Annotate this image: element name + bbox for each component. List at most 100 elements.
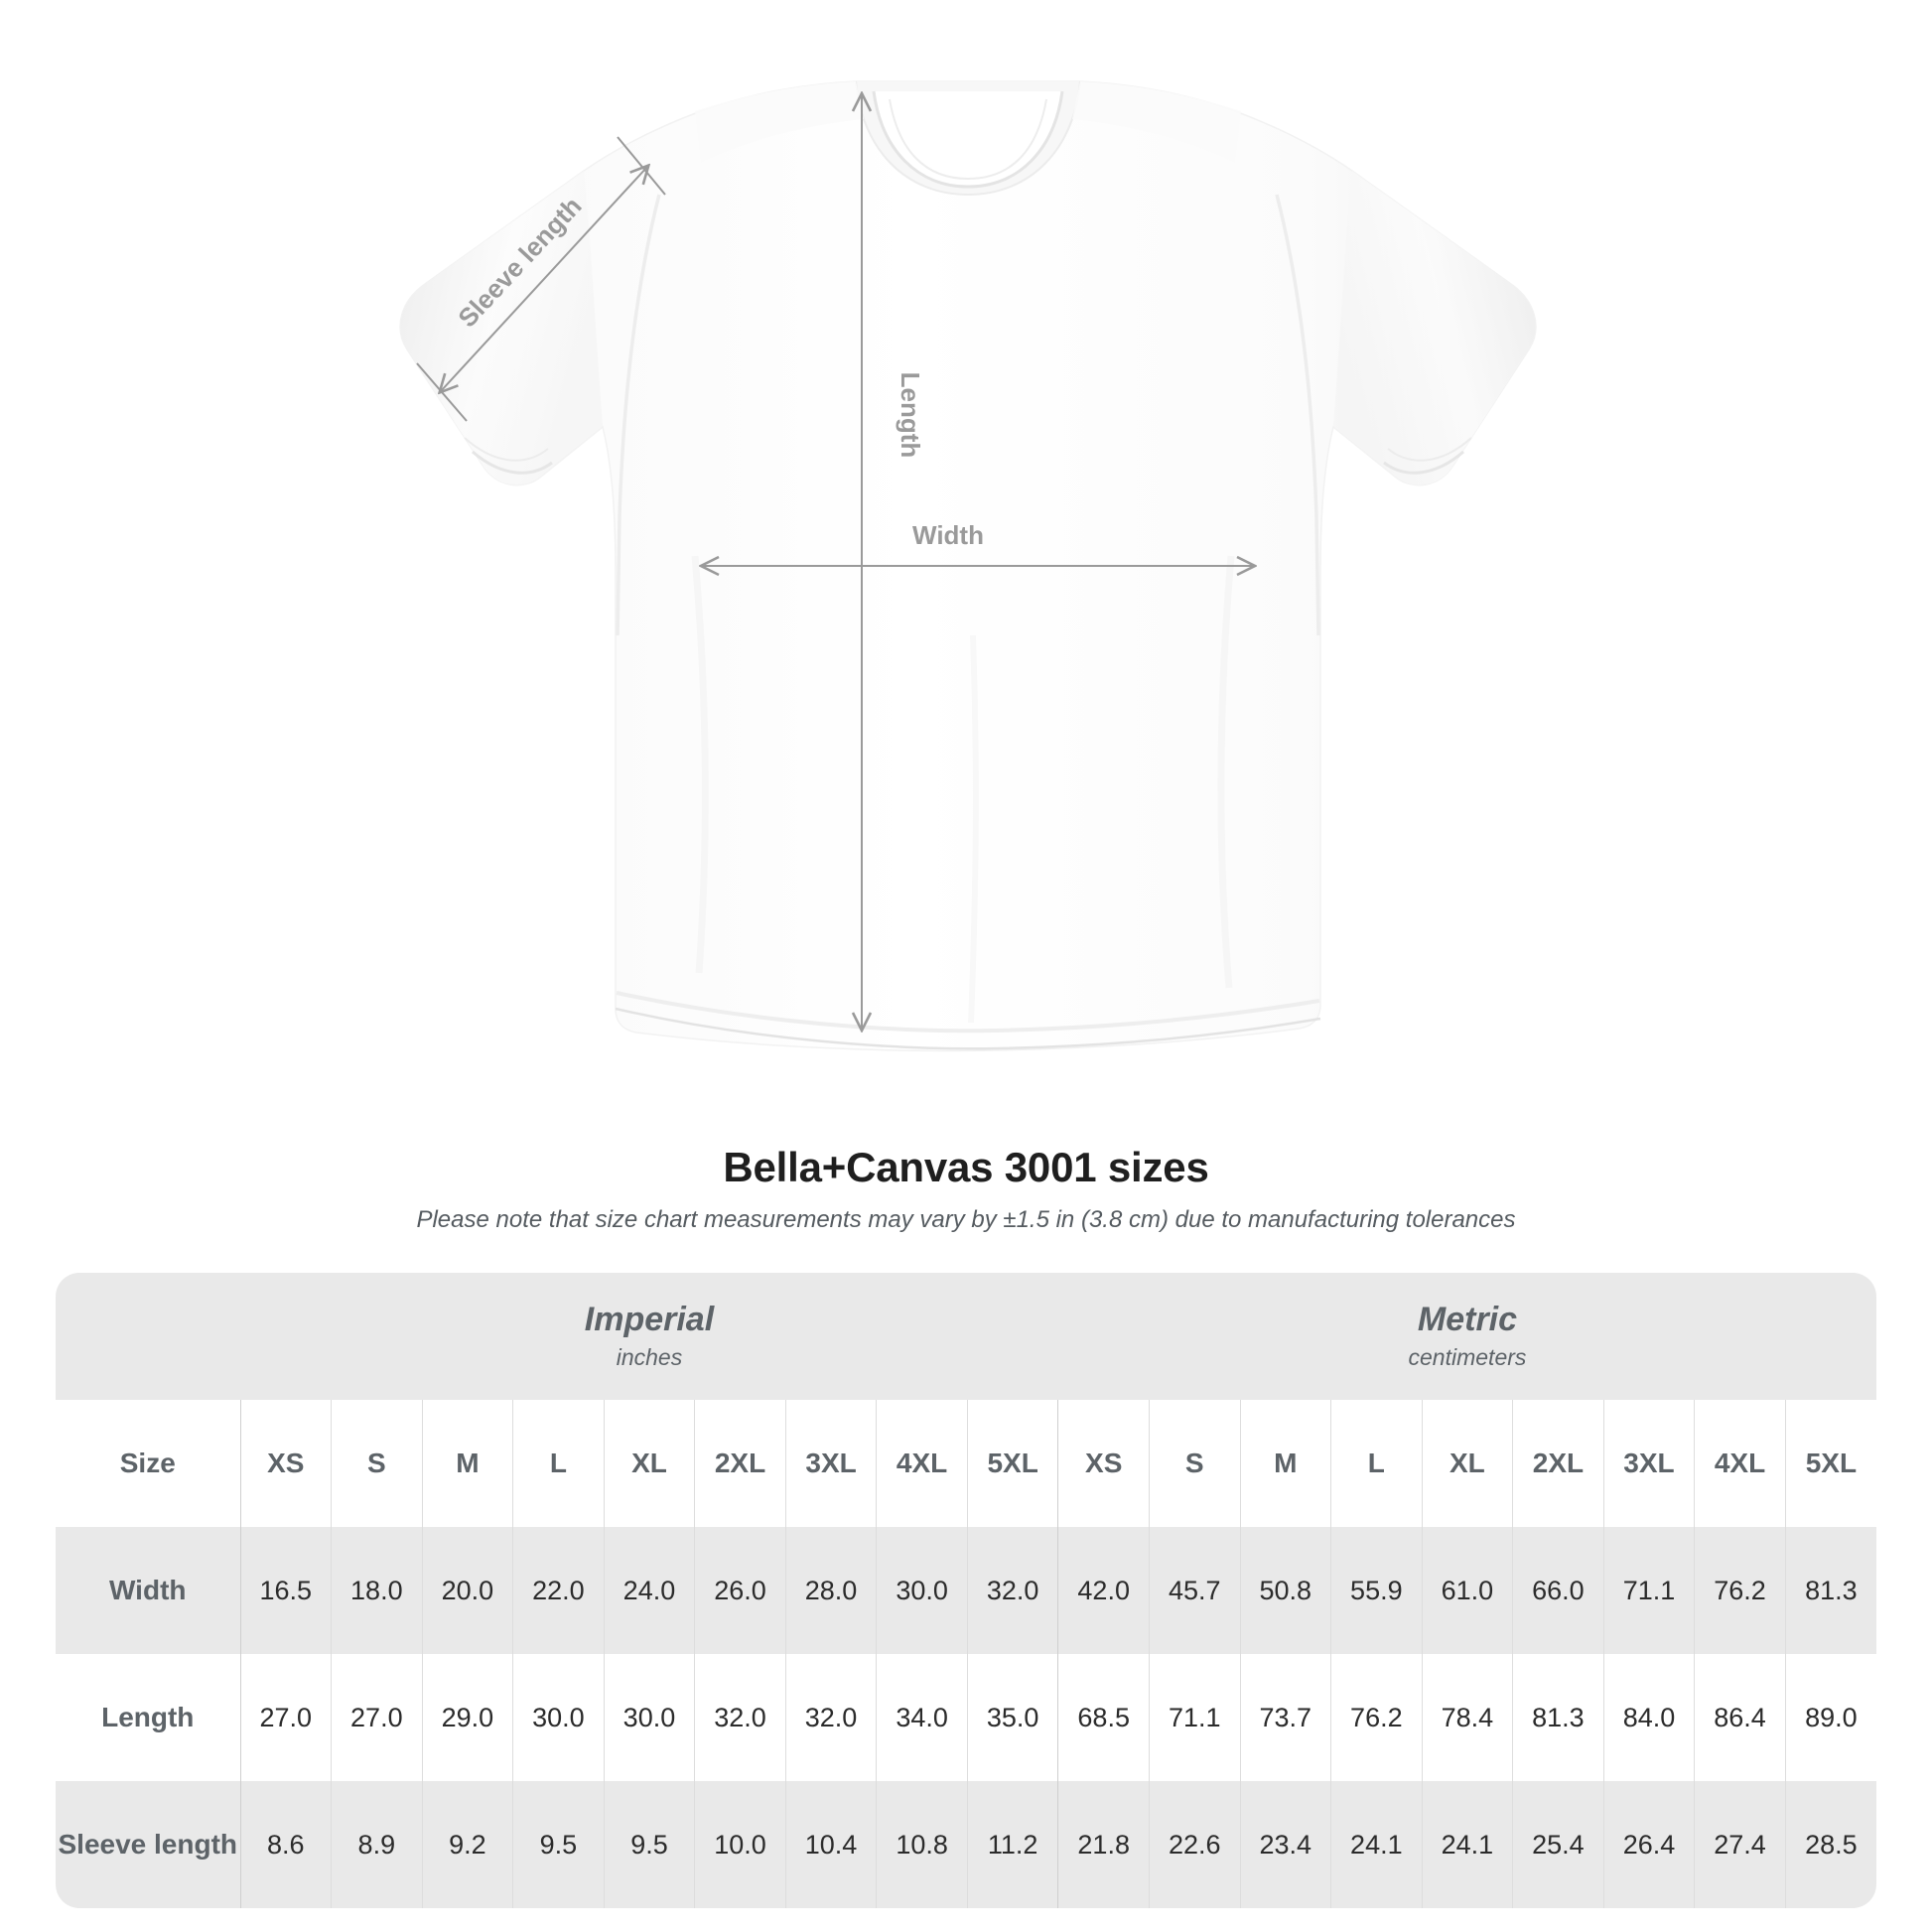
size-header-cell: 5XL	[1784, 1400, 1876, 1527]
measurement-cell: 76.2	[1330, 1654, 1423, 1781]
right-sleeve-hem-2	[1387, 437, 1472, 462]
measurement-cell: 61.0	[1421, 1527, 1513, 1654]
measurement-cell: 34.0	[876, 1654, 968, 1781]
measurement-row-label: Width	[56, 1527, 240, 1654]
size-header-cell: S	[331, 1400, 423, 1527]
size-header-cell: S	[1148, 1400, 1241, 1527]
unit-system-label: Imperial	[584, 1300, 715, 1338]
measurement-cell: 28.5	[1784, 1781, 1876, 1908]
measurement-cell: 45.7	[1148, 1527, 1241, 1654]
measurement-cell: 16.5	[239, 1527, 332, 1654]
measurement-cell: 27.0	[331, 1654, 423, 1781]
measurement-cell: 18.0	[331, 1527, 423, 1654]
size-header-cell: 2XL	[1512, 1400, 1604, 1527]
page-title: Bella+Canvas 3001 sizes	[723, 1144, 1209, 1190]
collar-stitch	[889, 98, 1047, 181]
size-header-cell: M	[421, 1400, 513, 1527]
unit-name-label: centimeters	[1408, 1344, 1527, 1370]
length-label: Length	[896, 372, 925, 459]
size-header-cell: 3XL	[1602, 1400, 1695, 1527]
size-header-cell: XS	[239, 1400, 332, 1527]
measurement-cell: 9.5	[603, 1781, 695, 1908]
left-sleeve-hem	[472, 450, 553, 475]
measurement-cell: 32.0	[966, 1527, 1058, 1654]
size-header-cell: 4XL	[876, 1400, 968, 1527]
tolerance-note: Please note that size chart measurements…	[416, 1206, 1516, 1233]
size-header-row: Size XS S M L XL 2XL 3XL 4XL 5XL XS S M L XL 2XL 3XL 4XL 5…	[56, 1400, 1876, 1527]
unit-group-metric: Metric centimeters	[1057, 1273, 1876, 1400]
unit-system-label: Metric	[1417, 1300, 1518, 1338]
size-chart-table: Imperial inches Metric centimeters Size XS S M…	[56, 1273, 1876, 1908]
measurement-cell: 35.0	[966, 1654, 1058, 1781]
measurement-cell: 26.0	[694, 1527, 786, 1654]
measurement-cell: 10.8	[876, 1781, 968, 1908]
measurement-cell: 76.2	[1694, 1527, 1786, 1654]
measurement-cell: 89.0	[1784, 1654, 1876, 1781]
sleeve-length-arrow	[441, 167, 647, 391]
measurement-cell: 68.5	[1057, 1654, 1150, 1781]
table-row: Length 27.0 27.0 29.0 30.0 30.0 32.0 32.0 34.0 35…	[56, 1654, 1876, 1781]
dimension-annotations	[416, 95, 1253, 1029]
right-sleeve-hem	[1383, 450, 1464, 475]
measurement-cell: 28.0	[784, 1527, 877, 1654]
measurement-cell: 81.3	[1784, 1527, 1876, 1654]
measurement-cell: 9.5	[512, 1781, 605, 1908]
table-row: Width 16.5 18.0 20.0 22.0 24.0 26.0 28.0 30.0 32.…	[56, 1527, 1876, 1654]
measurement-cell: 71.1	[1148, 1654, 1241, 1781]
measurement-cell: 50.8	[1239, 1527, 1331, 1654]
size-header-cell: 5XL	[966, 1400, 1058, 1527]
measurement-cell: 8.6	[239, 1781, 332, 1908]
measurement-cell: 24.0	[603, 1527, 695, 1654]
measurement-cell: 25.4	[1512, 1781, 1604, 1908]
table-row: Sleeve length 8.6 8.9 9.2 9.5 9.5 10.0 10.4 10.8…	[56, 1781, 1876, 1908]
size-header-cell: XL	[603, 1400, 695, 1527]
measurement-cell: 21.8	[1057, 1781, 1150, 1908]
measurement-cell: 20.0	[421, 1527, 513, 1654]
measurement-cell: 23.4	[1239, 1781, 1331, 1908]
sleeve-length-tick-top	[617, 136, 666, 196]
fabric-fold-2	[1217, 555, 1235, 989]
measurement-cell: 24.1	[1330, 1781, 1423, 1908]
fabric-fold-1	[691, 555, 709, 974]
sleeve-length-dimension	[416, 136, 666, 422]
measurement-cell: 10.0	[694, 1781, 786, 1908]
measurement-cell: 84.0	[1602, 1654, 1695, 1781]
unit-band-spacer	[56, 1273, 240, 1400]
measurement-row-label: Length	[56, 1654, 240, 1781]
bottom-hem	[616, 991, 1320, 1034]
unit-group-imperial: Imperial inches	[240, 1273, 1058, 1400]
measurement-cell: 30.0	[512, 1654, 605, 1781]
measurement-cell: 22.0	[512, 1527, 605, 1654]
size-header-cell: 2XL	[694, 1400, 786, 1527]
size-row-label: Size	[56, 1400, 240, 1527]
measurement-cell: 27.4	[1694, 1781, 1786, 1908]
measurement-cell: 32.0	[694, 1654, 786, 1781]
measurement-cell: 32.0	[784, 1654, 877, 1781]
size-header-cell: 3XL	[784, 1400, 877, 1527]
size-header-cell: XS	[1057, 1400, 1150, 1527]
measurement-cell: 29.0	[421, 1654, 513, 1781]
width-label: Width	[912, 520, 984, 550]
fabric-fold-3	[968, 634, 979, 1024]
measurement-cell: 66.0	[1512, 1527, 1604, 1654]
measurement-cell: 73.7	[1239, 1654, 1331, 1781]
measurement-cell: 30.0	[876, 1527, 968, 1654]
measurement-cell: 55.9	[1330, 1527, 1423, 1654]
bottom-hem-edge	[615, 1007, 1321, 1050]
measurement-cell: 9.2	[421, 1781, 513, 1908]
size-header-cell: M	[1239, 1400, 1331, 1527]
size-chart-table-container: Imperial inches Metric centimeters Size XS S M…	[56, 1273, 1876, 1908]
size-header-cell: 4XL	[1694, 1400, 1786, 1527]
measurement-row-label: Sleeve length	[56, 1781, 240, 1908]
size-header-cell: L	[512, 1400, 605, 1527]
shoulder-shade-left	[695, 81, 864, 163]
tshirt-illustration: Sleeve length Length Width	[399, 80, 1537, 1052]
measurement-cell: 11.2	[966, 1781, 1058, 1908]
size-header-cell: XL	[1421, 1400, 1513, 1527]
unit-name-label: inches	[616, 1344, 683, 1370]
right-sleeve	[1333, 171, 1536, 485]
shoulder-shade-right	[1072, 81, 1241, 163]
measurement-cell: 22.6	[1148, 1781, 1241, 1908]
measurement-cell: 26.4	[1602, 1781, 1695, 1908]
